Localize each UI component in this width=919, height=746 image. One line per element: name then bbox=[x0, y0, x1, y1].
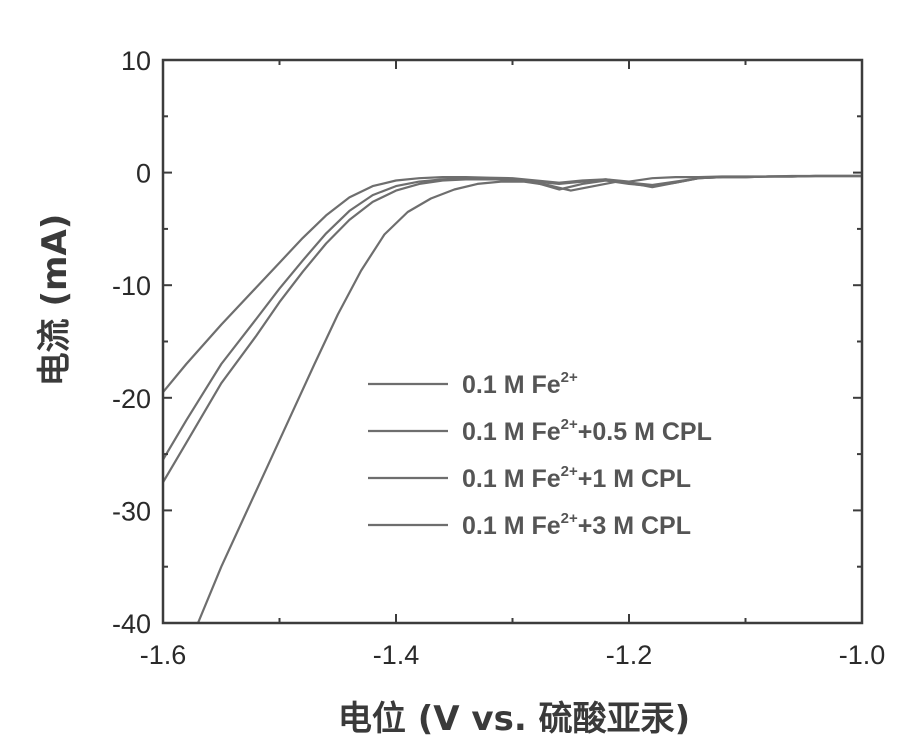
y-tick-label: -40 bbox=[112, 609, 151, 639]
legend-label-1: 0.1 M Fe2+ bbox=[462, 369, 578, 399]
x-tick-label: -1.6 bbox=[140, 640, 187, 670]
x-tick-label: -1.2 bbox=[606, 640, 653, 670]
y-tick-label: -10 bbox=[112, 271, 151, 301]
legend: 0.1 M Fe2+ 0.1 M Fe2++0.5 M CPL 0.1 M Fe2+… bbox=[368, 369, 712, 540]
legend-label-4: 0.1 M Fe2++3 M CPL bbox=[462, 510, 691, 540]
axis-ticks bbox=[162, 59, 863, 624]
y-axis-title: 电流 (mA) bbox=[35, 214, 75, 387]
legend-label-2: 0.1 M Fe2++0.5 M CPL bbox=[462, 416, 712, 446]
x-tick-label: -1.0 bbox=[839, 640, 886, 670]
series-line-4 bbox=[196, 174, 862, 623]
y-tick-label: 10 bbox=[121, 46, 151, 76]
series-layer bbox=[163, 174, 862, 623]
y-tick-label: -30 bbox=[112, 496, 151, 526]
x-tick-label: -1.4 bbox=[373, 640, 420, 670]
x-axis-title: 电位 (V vs. 硫酸亚汞) bbox=[338, 699, 690, 739]
y-tick-label: -20 bbox=[112, 384, 151, 414]
y-tick-label: 0 bbox=[136, 159, 151, 189]
axis-tick-labels: -1.6 -1.4 -1.2 -1.0 -40 -30 -20 -10 0 10 bbox=[112, 46, 885, 670]
legend-label-3: 0.1 M Fe2++1 M CPL bbox=[462, 463, 691, 493]
